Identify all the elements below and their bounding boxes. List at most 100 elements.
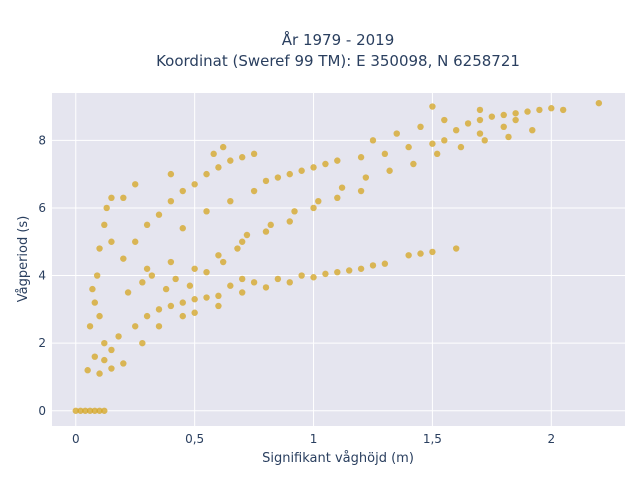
- scatter-point: [191, 265, 198, 272]
- scatter-point: [357, 187, 365, 195]
- scatter-point: [322, 160, 329, 168]
- scatter-point: [215, 252, 222, 259]
- scatter-point: [345, 267, 353, 274]
- scatter-point: [203, 208, 210, 215]
- scatter-point: [239, 238, 246, 245]
- scatter-point: [334, 268, 341, 276]
- scatter-point: [500, 123, 507, 131]
- chart-title-line-2: Koordinat (Sweref 99 TM): E 350098, N 62…: [156, 52, 520, 70]
- scatter-point: [96, 407, 103, 414]
- scatter-point: [155, 306, 163, 313]
- scatter-point: [274, 174, 282, 181]
- scatter-point: [262, 284, 270, 291]
- x-tick-label: 1,5: [423, 432, 442, 446]
- x-axis-title: Signifikant våghöjd (m): [262, 451, 414, 466]
- scatter-point: [139, 339, 146, 347]
- scatter-point: [167, 258, 175, 266]
- scatter-point: [120, 360, 127, 367]
- scatter-point: [179, 187, 186, 195]
- scatter-point: [179, 299, 186, 306]
- scatter-point: [298, 167, 305, 174]
- scatter-point: [310, 274, 317, 281]
- scatter-point: [186, 282, 194, 289]
- scatter-point: [120, 194, 127, 202]
- scatter-point: [262, 177, 270, 185]
- scatter-point: [148, 272, 156, 279]
- scatter-point: [322, 270, 329, 278]
- scatter-point: [441, 116, 448, 124]
- scatter-point: [82, 407, 89, 414]
- scatter-point: [369, 137, 377, 144]
- scatter-point: [524, 108, 531, 115]
- scatter-point: [529, 126, 536, 134]
- scatter-point: [93, 272, 101, 279]
- scatter-point: [191, 309, 198, 316]
- scatter-point: [250, 150, 258, 158]
- scatter-point: [286, 170, 293, 178]
- scatter-point: [108, 194, 115, 202]
- scatter-point: [91, 407, 98, 414]
- scatter-point: [405, 143, 412, 151]
- scatter-point: [362, 174, 370, 181]
- scatter-point: [203, 294, 210, 301]
- scatter-point: [262, 228, 270, 235]
- scatter-point: [476, 106, 484, 114]
- scatter-point: [167, 197, 175, 205]
- scatter-point: [250, 187, 258, 195]
- scatter-point: [215, 302, 222, 310]
- scatter-point: [191, 296, 198, 303]
- scatter-point: [89, 285, 96, 293]
- scatter-point: [132, 181, 139, 188]
- scatter-point: [386, 167, 393, 174]
- scatter-point: [310, 204, 317, 212]
- scatter-point: [405, 252, 412, 259]
- scatter-point: [286, 218, 293, 225]
- scatter-point: [441, 137, 448, 144]
- y-tick-label: 0: [38, 404, 46, 418]
- scatter-point: [536, 106, 543, 114]
- scatter-point: [103, 204, 110, 212]
- scatter-point: [239, 275, 246, 283]
- scatter-point: [286, 279, 293, 286]
- scatter-point: [203, 268, 210, 276]
- scatter-point: [210, 150, 217, 158]
- y-axis-title: Vågperiod (s): [16, 216, 31, 303]
- scatter-point: [101, 407, 108, 414]
- scatter-point: [91, 299, 98, 306]
- y-tick-labels: 0 2 4 6 8: [38, 133, 46, 417]
- scatter-point: [595, 99, 603, 107]
- scatter-point: [172, 275, 179, 283]
- scatter-point: [86, 323, 94, 330]
- scatter-point: [464, 120, 472, 127]
- scatter-point: [243, 231, 251, 239]
- scatter-point: [115, 333, 122, 340]
- scatter-point: [488, 113, 496, 120]
- scatter-point: [548, 105, 555, 112]
- scatter-point: [291, 208, 298, 215]
- scatter-point: [96, 312, 103, 320]
- scatter-point: [334, 194, 341, 202]
- scatter-point: [239, 289, 246, 296]
- scatter-point: [143, 265, 151, 272]
- scatter-point: [132, 323, 139, 330]
- scatter-point: [120, 255, 127, 262]
- scatter-point: [215, 164, 222, 171]
- scatter-point: [167, 170, 175, 178]
- scatter-point: [86, 407, 94, 414]
- scatter-point: [108, 238, 115, 245]
- scatter-point: [452, 245, 460, 252]
- scatter-point: [191, 181, 198, 188]
- scatter-point: [96, 370, 103, 377]
- x-tick-label: 0,5: [185, 432, 204, 446]
- scatter-point: [429, 248, 436, 256]
- x-tick-label: 1: [310, 432, 318, 446]
- scatter-point: [476, 116, 484, 124]
- x-tick-label: 2: [547, 432, 555, 446]
- x-tick-label: 0: [72, 432, 80, 446]
- scatter-point: [203, 170, 210, 178]
- scatter-point: [108, 365, 115, 372]
- scatter-point: [239, 154, 246, 161]
- y-tick-label: 4: [38, 269, 46, 283]
- scatter-point: [457, 143, 465, 151]
